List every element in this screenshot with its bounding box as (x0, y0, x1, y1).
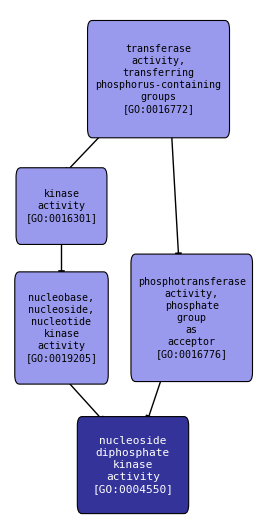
Text: kinase
activity
[GO:0016301]: kinase activity [GO:0016301] (26, 189, 98, 223)
FancyBboxPatch shape (131, 254, 252, 381)
Text: phosphotransferase
activity,
phosphate
group
as
acceptor
[GO:0016776]: phosphotransferase activity, phosphate g… (138, 277, 246, 359)
FancyBboxPatch shape (88, 21, 230, 138)
FancyBboxPatch shape (15, 272, 108, 384)
FancyBboxPatch shape (16, 168, 107, 244)
Text: transferase
activity,
transferring
phosphorus-containing
groups
[GO:0016772]: transferase activity, transferring phosp… (95, 44, 222, 114)
Text: nucleoside
diphosphate
kinase
activity
[GO:0004550]: nucleoside diphosphate kinase activity [… (93, 436, 173, 494)
FancyBboxPatch shape (77, 417, 189, 514)
Text: nucleobase,
nucleoside,
nucleotide
kinase
activity
[GO:0019205]: nucleobase, nucleoside, nucleotide kinas… (26, 293, 98, 363)
